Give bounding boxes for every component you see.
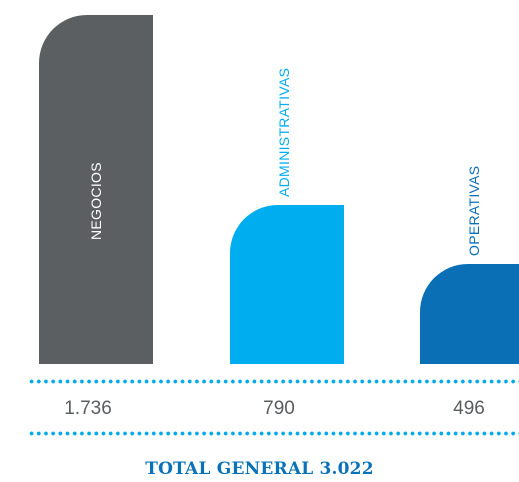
bar-negocios	[39, 15, 153, 364]
total-label: TOTAL GENERAL 3.022	[145, 459, 374, 479]
bar-label-administrativas: ADMINISTRATIVAS	[276, 67, 292, 198]
bar-label-negocios: NEGOCIOS	[88, 162, 104, 240]
bar-operativas	[420, 264, 519, 364]
bar-label-operativas: OPERATIVAS	[466, 165, 482, 257]
bottom-dotted-divider	[28, 431, 519, 436]
bar-administrativas	[230, 205, 344, 364]
top-dotted-divider	[28, 379, 519, 384]
value-label-negocios: 1.736	[64, 398, 112, 419]
value-label-administrativas: 790	[263, 398, 295, 419]
value-label-operativas: 496	[453, 398, 485, 419]
